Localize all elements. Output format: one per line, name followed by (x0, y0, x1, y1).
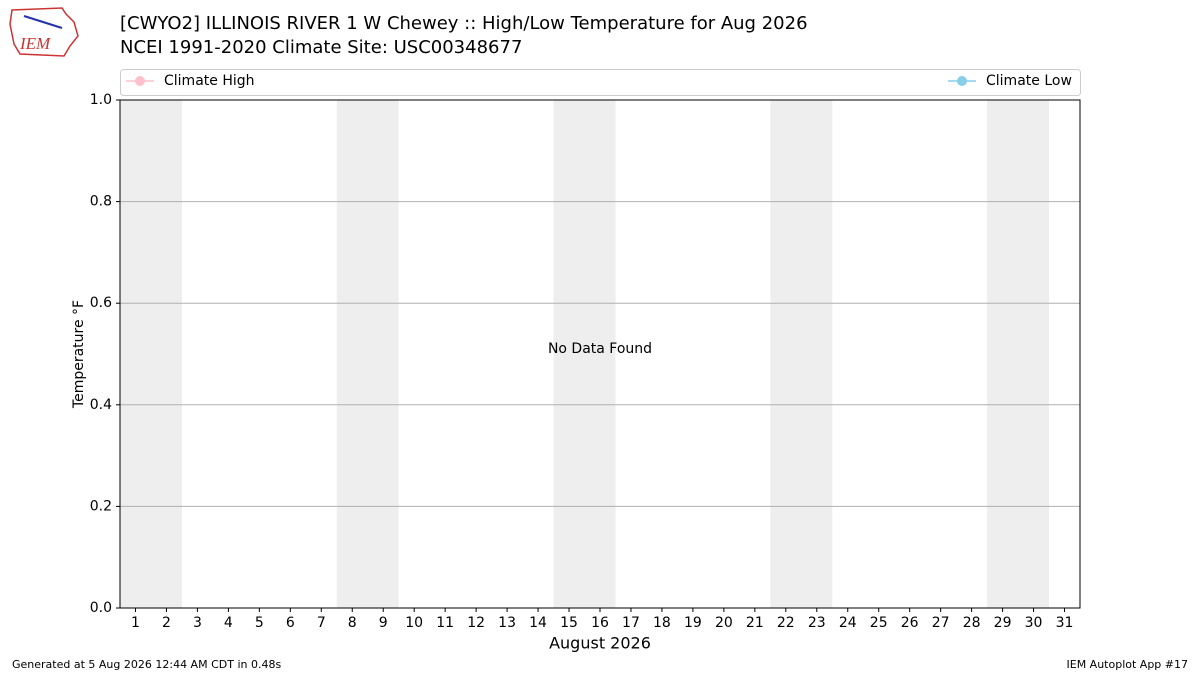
y-tick-label: 1.0 (90, 92, 112, 108)
y-tick-label: 0.0 (90, 600, 112, 616)
x-tick-label: 7 (317, 615, 326, 631)
x-tick-label: 18 (653, 615, 671, 631)
x-tick-label: 14 (529, 615, 547, 631)
weekend-band (120, 100, 182, 608)
legend-marker (135, 76, 145, 86)
x-tick-label: 11 (436, 615, 454, 631)
x-tick-label: 6 (286, 615, 295, 631)
y-tick-label: 0.6 (90, 295, 112, 311)
x-tick-label: 28 (963, 615, 981, 631)
x-tick-label: 31 (1056, 615, 1074, 631)
x-tick-label: 8 (348, 615, 357, 631)
legend-label: Climate Low (986, 73, 1072, 89)
x-tick-label: 26 (901, 615, 919, 631)
x-tick-label: 20 (715, 615, 733, 631)
x-tick-label: 19 (684, 615, 702, 631)
weekend-band (553, 100, 616, 608)
logo-outline (9, 7, 79, 57)
chart-subtitle: NCEI 1991-2020 Climate Site: USC00348677 (120, 37, 522, 58)
legend-box (120, 69, 1081, 96)
x-tick-label: 29 (994, 615, 1012, 631)
x-tick-label: 27 (932, 615, 950, 631)
x-tick-label: 10 (405, 615, 423, 631)
x-axis-label: August 2026 (549, 634, 651, 653)
x-tick-label: 12 (467, 615, 485, 631)
y-tick-label: 0.4 (90, 397, 112, 413)
x-tick-label: 30 (1025, 615, 1043, 631)
weekend-band (987, 100, 1050, 608)
weekend-band (336, 100, 399, 608)
x-tick-label: 9 (379, 615, 388, 631)
plot-frame (119, 99, 1081, 609)
x-tick-label: 24 (839, 615, 857, 631)
footer-left: Generated at 5 Aug 2026 12:44 AM CDT in … (12, 658, 281, 671)
x-tick-label: 15 (560, 615, 578, 631)
footer-right: IEM Autoplot App #17 (1067, 658, 1189, 671)
x-tick-label: 1 (131, 615, 140, 631)
x-tick-label: 23 (808, 615, 826, 631)
logo-icon (23, 15, 63, 29)
x-tick-label: 13 (498, 615, 516, 631)
x-tick-label: 21 (746, 615, 764, 631)
y-tick-label: 0.8 (90, 194, 112, 210)
logo-text: IEM (19, 34, 51, 53)
y-axis-label: Temperature °F (71, 300, 87, 409)
weekend-band (770, 100, 833, 608)
x-tick-label: 4 (224, 615, 233, 631)
x-tick-label: 17 (622, 615, 640, 631)
y-tick-label: 0.2 (90, 498, 112, 514)
chart-title: [CWYO2] ILLINOIS RIVER 1 W Chewey :: Hig… (120, 13, 808, 34)
x-tick-label: 5 (255, 615, 264, 631)
annotation: No Data Found (548, 341, 652, 357)
x-tick-label: 2 (162, 615, 171, 631)
logo: IEM (9, 7, 79, 57)
x-tick-label: 3 (193, 615, 202, 631)
x-tick-label: 16 (591, 615, 609, 631)
legend-marker (957, 76, 967, 86)
x-tick-label: 22 (777, 615, 795, 631)
x-tick-label: 25 (870, 615, 888, 631)
legend-label: Climate High (164, 73, 255, 89)
